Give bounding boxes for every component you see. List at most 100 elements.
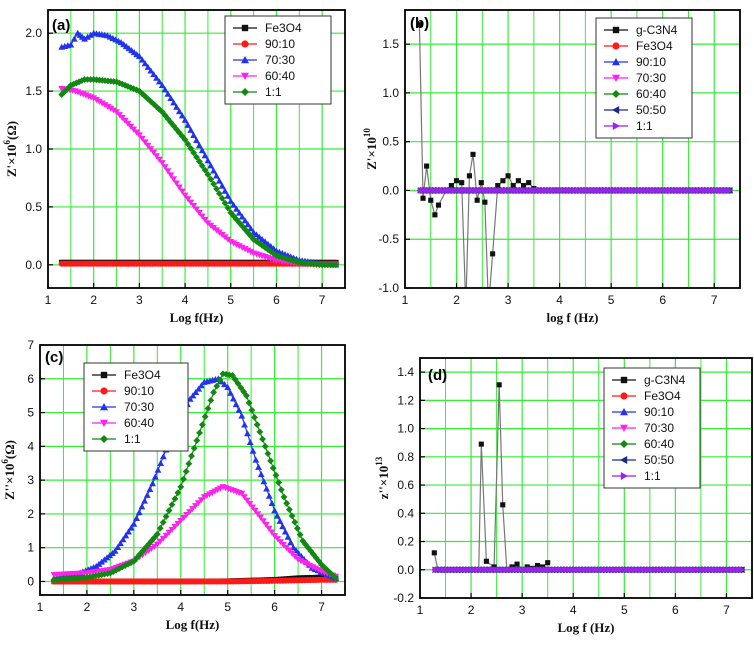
x-tick-label: 1 xyxy=(45,293,52,307)
y-tick-label: 0.0 xyxy=(397,563,414,577)
panel-label: (d) xyxy=(428,367,447,384)
data-point-70:30 xyxy=(138,56,146,63)
data-point-1:1 xyxy=(516,187,523,194)
legend-marker-g-C3N4 xyxy=(612,26,620,34)
legend-label: 70:30 xyxy=(265,53,295,67)
data-point-1:1 xyxy=(488,187,495,194)
legend-label: g-C3N4 xyxy=(636,23,678,37)
legend-label: 60:40 xyxy=(636,87,666,101)
data-point-1:1 xyxy=(569,187,576,194)
data-point-1:1 xyxy=(460,566,467,574)
data-point-1:1 xyxy=(144,95,152,103)
data-point-1:1 xyxy=(253,421,261,429)
data-point-1:1 xyxy=(495,187,502,194)
data-point-1:1 xyxy=(156,524,164,532)
data-point-1:1 xyxy=(559,187,567,194)
y-tick-label: 0.0 xyxy=(382,183,399,197)
data-point-70:30 xyxy=(198,147,206,154)
legend-label: 90:10 xyxy=(124,384,154,398)
data-point-70:30 xyxy=(224,383,232,390)
data-point-1:1 xyxy=(621,187,628,194)
data-point-60:40 xyxy=(192,503,199,510)
data-point-60:40 xyxy=(251,507,259,514)
data-point-60:40 xyxy=(198,213,206,220)
data-point-60:40 xyxy=(161,164,169,171)
data-point-1:1 xyxy=(439,187,446,194)
data-point-1:1 xyxy=(227,209,235,217)
data-point-70:30 xyxy=(238,412,246,419)
data-point-70:30 xyxy=(192,388,200,396)
data-point-1:1 xyxy=(288,512,296,520)
x-tick-label: 2 xyxy=(468,603,475,617)
legend-marker-50:50 xyxy=(612,106,620,114)
data-point-70:30 xyxy=(246,438,254,446)
data-point-1:1 xyxy=(204,171,212,178)
data-point-1:1 xyxy=(201,166,209,174)
data-point-70:30 xyxy=(224,192,232,199)
legend-label: 70:30 xyxy=(644,421,674,435)
data-point-1:1 xyxy=(512,566,519,574)
data-point-g-C3N4 xyxy=(463,305,468,310)
data-point-1:1 xyxy=(509,566,516,574)
legend-marker-90:10 xyxy=(241,40,249,48)
data-point-1:1 xyxy=(280,493,288,501)
data-point-1:1 xyxy=(457,566,464,574)
data-point-1:1 xyxy=(478,566,485,574)
data-point-1:1 xyxy=(615,187,622,194)
y-tick-label: 1.4 xyxy=(397,365,414,379)
y-axis-label: Z''×106(Ω) xyxy=(0,440,17,500)
y-tick-label: 1.0 xyxy=(25,142,42,156)
data-point-1:1 xyxy=(178,132,186,140)
data-point-70:30 xyxy=(227,197,235,204)
data-point-1:1 xyxy=(649,187,656,194)
data-point-70:30 xyxy=(67,41,75,48)
y-tick-label: 0.4 xyxy=(397,506,414,520)
data-point-1:1 xyxy=(162,513,170,520)
data-point-70:30 xyxy=(119,536,127,543)
data-point-70:30 xyxy=(151,473,159,480)
legend-label: 50:50 xyxy=(644,453,674,467)
data-point-60:40 xyxy=(195,209,203,217)
data-point-70:30 xyxy=(195,385,202,392)
legend-label: 90:10 xyxy=(265,37,295,51)
data-point-1:1 xyxy=(699,566,706,574)
x-tick-label: 7 xyxy=(318,600,325,614)
data-point-1:1 xyxy=(469,566,476,574)
data-point-60:40 xyxy=(153,541,161,548)
data-point-60:40 xyxy=(197,497,205,504)
data-point-1:1 xyxy=(198,162,206,170)
y-tick-label: 1 xyxy=(27,541,34,555)
x-axis-label: Log f (Hz) xyxy=(557,620,614,635)
data-point-1:1 xyxy=(550,187,557,194)
data-point-g-C3N4 xyxy=(510,183,516,189)
y-tick-label: 4 xyxy=(27,439,34,453)
data-point-1:1 xyxy=(193,437,201,444)
data-point-1:1 xyxy=(213,382,221,390)
data-point-1:1 xyxy=(479,187,486,194)
data-point-1:1 xyxy=(190,444,198,452)
y-tick-label: 1.2 xyxy=(397,393,414,407)
data-point-1:1 xyxy=(677,187,684,194)
data-point-1:1 xyxy=(573,566,580,574)
data-point-1:1 xyxy=(238,222,246,230)
data-point-70:30 xyxy=(255,463,262,470)
data-point-g-C3N4 xyxy=(490,251,496,257)
data-point-1:1 xyxy=(732,566,740,574)
data-point-60:40 xyxy=(153,153,160,160)
data-point-1:1 xyxy=(545,566,553,574)
data-point-1:1 xyxy=(515,566,522,574)
data-point-70:30 xyxy=(70,35,78,42)
data-point-1:1 xyxy=(604,566,611,574)
y-tick-label: 2.0 xyxy=(25,26,42,40)
data-point-1:1 xyxy=(601,566,608,574)
data-point-70:30 xyxy=(143,491,151,498)
data-point-g-C3N4 xyxy=(431,550,437,556)
data-point-1:1 xyxy=(506,566,513,574)
y-tick-label: 0 xyxy=(27,574,34,588)
data-point-70:30 xyxy=(158,81,166,89)
data-point-60:40 xyxy=(186,509,193,516)
data-point-1:1 xyxy=(454,187,461,194)
plot-frame xyxy=(419,357,753,599)
data-point-1:1 xyxy=(668,566,675,574)
data-point-1:1 xyxy=(115,79,123,87)
